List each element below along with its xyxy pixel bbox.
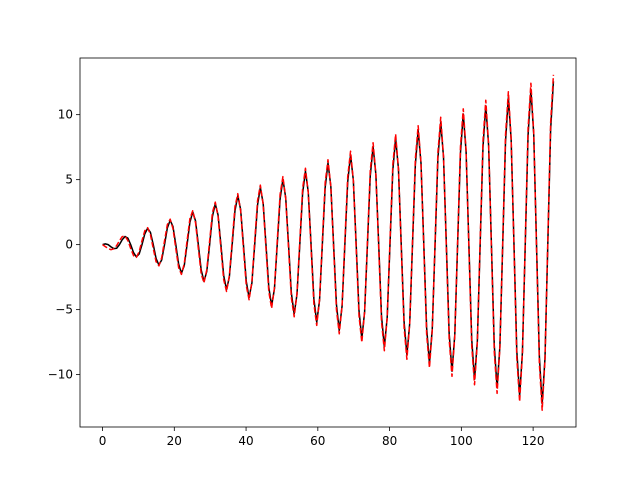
y-tick-label: 10 bbox=[58, 108, 73, 122]
x-tick-label: 80 bbox=[382, 434, 397, 448]
x-tick-label: 0 bbox=[99, 434, 107, 448]
x-tick-label: 120 bbox=[522, 434, 545, 448]
x-tick-label: 40 bbox=[238, 434, 253, 448]
y-tick-label: 5 bbox=[65, 173, 73, 187]
data-line bbox=[102, 74, 555, 411]
y-tick-label: 0 bbox=[65, 238, 73, 252]
x-tick-label: 60 bbox=[310, 434, 325, 448]
plot-frame bbox=[79, 57, 577, 428]
y-tick-label: −10 bbox=[48, 368, 73, 382]
y-tick-label: −5 bbox=[55, 303, 73, 317]
x-tick-label: 100 bbox=[450, 434, 473, 448]
x-tick-label: 20 bbox=[167, 434, 182, 448]
